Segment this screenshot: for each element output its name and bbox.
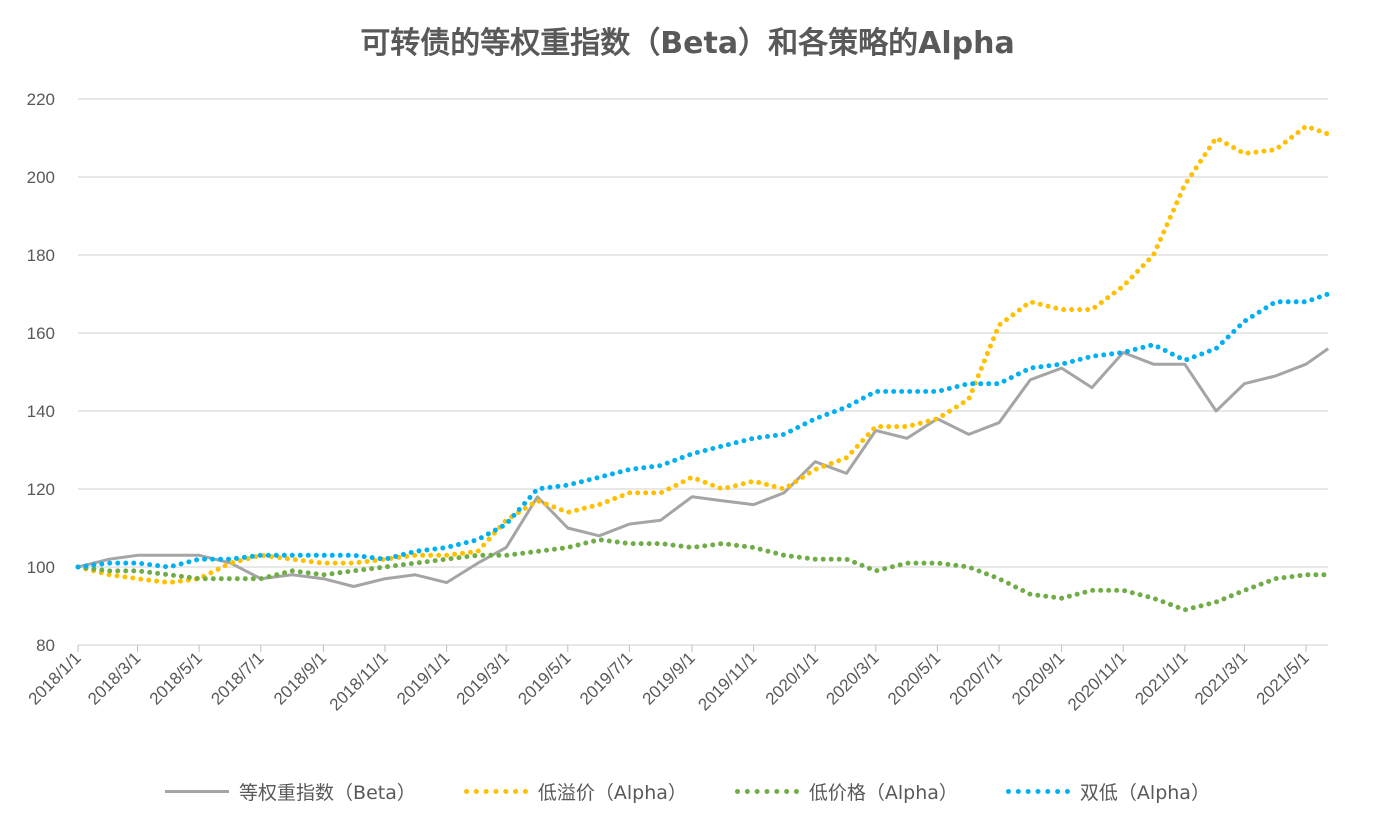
series-line-2 [75, 537, 1331, 613]
x-tick-label: 2018/3/1 [84, 648, 144, 708]
legend-swatch [165, 790, 230, 793]
y-tick-label: 100 [27, 558, 55, 577]
y-tick-label: 160 [27, 324, 55, 343]
y-tick-label: 120 [27, 480, 55, 499]
x-tick-label: 2020/7/1 [946, 648, 1006, 708]
x-tick-label: 2020/11/1 [1064, 648, 1130, 714]
legend-item: 低价格（Alpha） [734, 778, 958, 805]
legend-item: 双低（Alpha） [1005, 778, 1210, 805]
x-tick-label: 2019/1/1 [393, 648, 453, 708]
x-tick-label: 2019/7/1 [576, 648, 636, 708]
x-tick-label: 2020/5/1 [884, 648, 944, 708]
y-tick-label: 180 [27, 246, 55, 265]
legend-item: 等权重指数（Beta） [165, 778, 416, 805]
legend-swatch [1005, 789, 1070, 794]
x-tick-label: 2018/7/1 [207, 648, 267, 708]
x-tick-label: 2019/9/1 [639, 648, 699, 708]
legend-item: 低溢价（Alpha） [463, 778, 687, 805]
x-tick-label: 2018/5/1 [146, 648, 206, 708]
x-tick-label: 2018/1/1 [25, 648, 85, 708]
x-tick-label: 2019/3/1 [453, 648, 513, 708]
x-tick-label: 2021/5/1 [1253, 648, 1313, 708]
y-tick-label: 140 [27, 402, 55, 421]
x-tick-label: 2020/1/1 [762, 648, 822, 708]
chart-title: 可转债的等权重指数（Beta）和各策略的Alpha [360, 26, 1015, 61]
y-tick-label: 220 [27, 90, 55, 109]
legend: 等权重指数（Beta） 低溢价（Alpha） 低价格（Alpha） 双低（Alpha） [0, 778, 1375, 805]
legend-label: 低价格（Alpha） [808, 782, 958, 804]
x-tick-label: 2021/3/1 [1191, 648, 1251, 708]
x-tick-label: 2018/9/1 [270, 648, 330, 708]
legend-label: 低溢价（Alpha） [537, 782, 687, 804]
y-tick-label: 200 [27, 168, 55, 187]
y-tick-label: 80 [36, 636, 55, 655]
series-line-0 [77, 347, 1330, 588]
x-tick-label: 2019/11/1 [694, 648, 760, 714]
x-tick-label: 2019/5/1 [514, 648, 574, 708]
legend-swatch [463, 789, 528, 794]
x-tick-label: 2020/3/1 [822, 648, 882, 708]
x-tick-label: 2018/11/1 [326, 648, 392, 714]
x-tick-label: 2021/1/1 [1131, 648, 1191, 708]
legend-label: 双低（Alpha） [1079, 782, 1210, 804]
legend-swatch [734, 789, 799, 794]
legend-label: 等权重指数（Beta） [239, 782, 416, 804]
series-line-3 [75, 291, 1331, 570]
series-line-1 [75, 123, 1331, 586]
x-tick-label: 2020/9/1 [1008, 648, 1068, 708]
